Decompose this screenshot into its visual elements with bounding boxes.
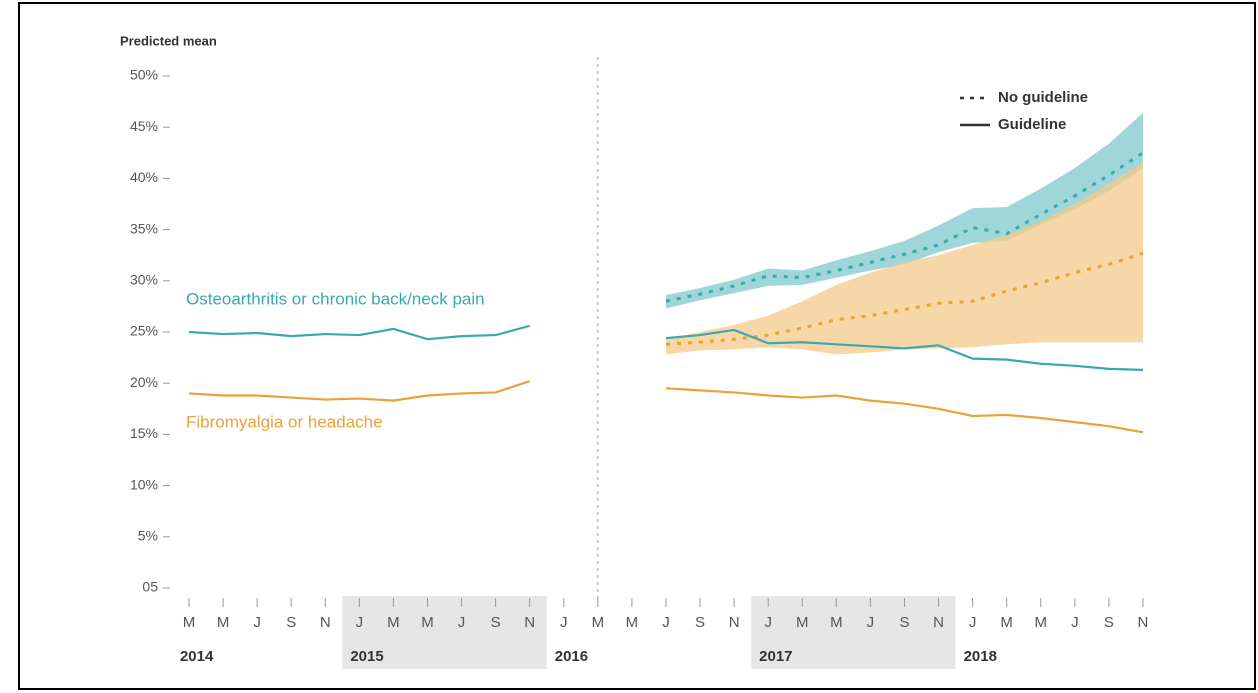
x-tick-label: N bbox=[933, 614, 944, 631]
x-tick-label: J bbox=[253, 614, 261, 631]
year-label: 2018 bbox=[964, 648, 997, 665]
x-tick-label: N bbox=[524, 614, 535, 631]
x-tick-label: N bbox=[320, 614, 331, 631]
y-tick-label: 05 bbox=[142, 579, 158, 595]
year-label: 2014 bbox=[180, 648, 214, 665]
y-tick-label: 50% bbox=[130, 67, 158, 83]
y-tick-label: 15% bbox=[130, 425, 158, 441]
x-tick-label: J bbox=[560, 614, 568, 631]
y-tick-label: 45% bbox=[130, 118, 158, 134]
x-tick-label: N bbox=[729, 614, 740, 631]
series-line bbox=[665, 251, 1144, 346]
legend-label: No guideline bbox=[998, 89, 1088, 106]
year-label: 2017 bbox=[759, 648, 792, 665]
y-tick-label: 10% bbox=[130, 476, 158, 492]
x-tick-label: M bbox=[217, 614, 230, 631]
x-tick-label: M bbox=[1035, 614, 1048, 631]
y-tick-label: 35% bbox=[130, 220, 158, 236]
x-tick-label: M bbox=[183, 614, 196, 631]
frame bbox=[18, 2, 1256, 690]
x-tick-label: N bbox=[1138, 614, 1149, 631]
x-tick-label: J bbox=[662, 614, 670, 631]
series-label: Fibromyalgia or headache bbox=[186, 412, 383, 431]
bands bbox=[665, 112, 1143, 355]
y-tick-label: 40% bbox=[130, 169, 158, 185]
x-tick-label: S bbox=[1104, 614, 1114, 631]
year-band bbox=[342, 596, 547, 669]
y-tick-label: 25% bbox=[130, 323, 158, 339]
y-tick-label: 30% bbox=[130, 272, 158, 288]
year-label: 2015 bbox=[350, 648, 383, 665]
x-tick-label: M bbox=[796, 614, 809, 631]
x-tick-label: J bbox=[1071, 614, 1079, 631]
x-tick-label: M bbox=[592, 614, 605, 631]
x-tick-label: M bbox=[830, 614, 843, 631]
series-line bbox=[665, 151, 1144, 303]
x-tick-label: S bbox=[695, 614, 705, 631]
series-line bbox=[188, 380, 1144, 434]
year-label: 2016 bbox=[555, 648, 588, 665]
x-tick-label: J bbox=[356, 614, 364, 631]
x-tick-label: J bbox=[969, 614, 977, 631]
series-line bbox=[188, 324, 1143, 371]
x-tick-label: S bbox=[491, 614, 501, 631]
year-shading bbox=[342, 596, 956, 669]
x-tick-label: S bbox=[899, 614, 909, 631]
x-tick-label: M bbox=[1000, 614, 1013, 631]
year-band bbox=[751, 596, 956, 669]
x-tick-label: J bbox=[867, 614, 875, 631]
confidence-band bbox=[665, 162, 1143, 355]
y-axis-label: Predicted mean bbox=[120, 33, 217, 48]
x-tick-label: J bbox=[458, 614, 466, 631]
x-tick-label: M bbox=[626, 614, 639, 631]
x-tick-label: S bbox=[286, 614, 296, 631]
x-tick-label: M bbox=[421, 614, 434, 631]
x-tick-label: M bbox=[387, 614, 400, 631]
x-tick-label: J bbox=[764, 614, 772, 631]
series-label: Osteoarthritis or chronic back/neck pain bbox=[186, 289, 485, 308]
y-tick-label: 5% bbox=[138, 528, 158, 544]
y-tick-label: 20% bbox=[130, 374, 158, 390]
legend-label: Guideline bbox=[998, 116, 1066, 133]
